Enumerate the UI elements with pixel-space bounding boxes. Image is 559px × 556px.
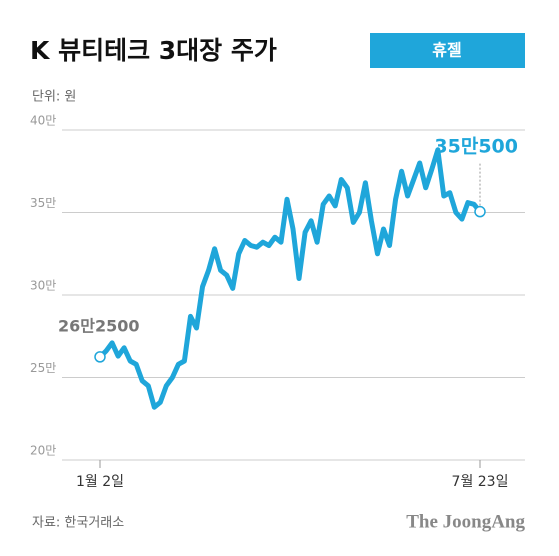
price-line bbox=[98, 147, 482, 410]
badge-bg bbox=[370, 33, 525, 68]
y-tick-label: 30만 bbox=[30, 279, 56, 293]
x-tick-label: 1월 2일 bbox=[76, 474, 124, 490]
badge: 휴젤 bbox=[432, 41, 461, 60]
end-point bbox=[474, 205, 486, 218]
y-tick-label: 40만 bbox=[30, 114, 56, 128]
unit-label: 단위: 원 bbox=[32, 90, 76, 105]
y-tick-label: 35만 bbox=[30, 196, 56, 210]
y-tick-label: 20만 bbox=[30, 444, 56, 458]
source: 자료: 한국거래소 bbox=[32, 516, 124, 531]
chart-title: K 뷰티테크 3대장 주가 bbox=[30, 36, 277, 65]
value-label: 35만500 bbox=[434, 136, 518, 158]
brand: The JoongAng bbox=[406, 511, 525, 532]
x-tick-label: 7월 23일 bbox=[452, 474, 509, 490]
end-point bbox=[94, 351, 106, 363]
value-label: 26만2500 bbox=[58, 316, 140, 335]
y-tick-label: 25만 bbox=[30, 361, 56, 375]
